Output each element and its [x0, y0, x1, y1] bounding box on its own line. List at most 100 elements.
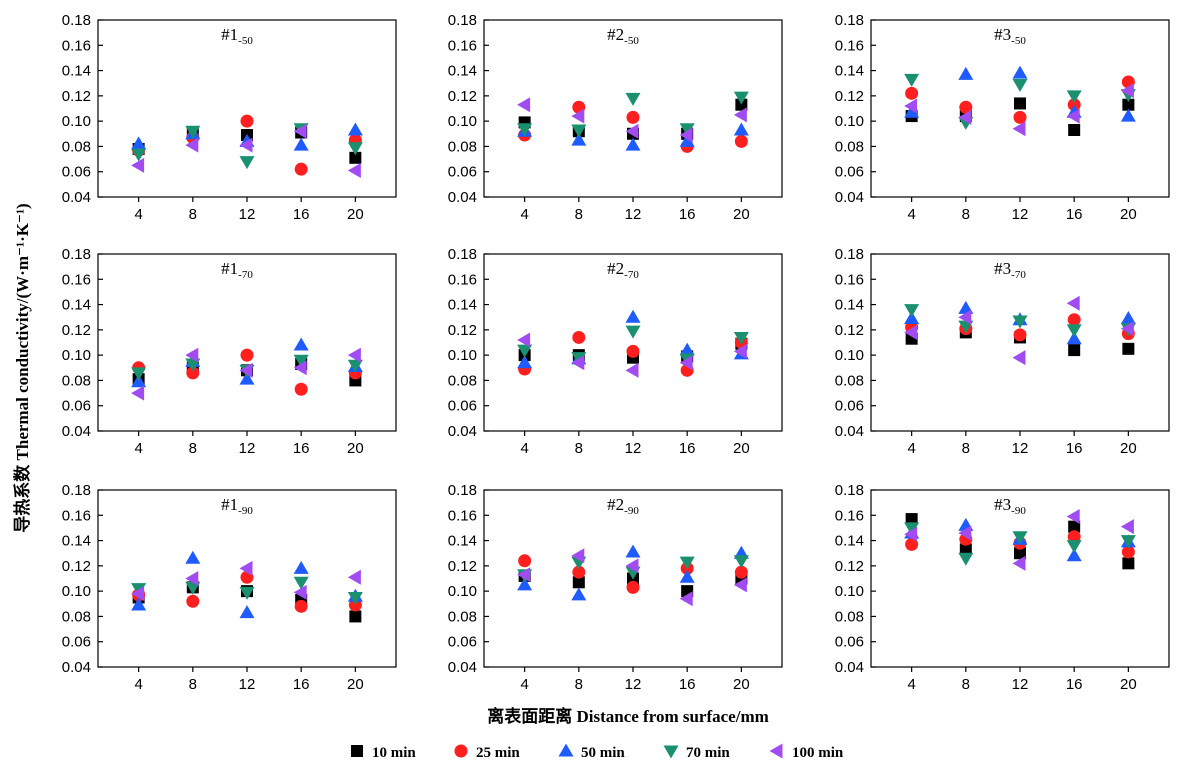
- chart-panel: 0.04 0.06 0.08 0.10 0.12 0.14 0.16 0.18 4 8 12 16 20…: [62, 246, 397, 457]
- data-point: [131, 374, 147, 388]
- data-point: [131, 597, 147, 611]
- data-point: [958, 309, 972, 325]
- data-point: [294, 162, 308, 176]
- data-point: [294, 599, 308, 613]
- x-tick-label: 12: [1012, 676, 1029, 693]
- panel-title-sub: -70: [238, 269, 253, 281]
- y-tick-label: 0.08: [835, 372, 864, 389]
- y-tick-label: 0.14: [835, 63, 864, 80]
- x-tick-label: 20: [1120, 206, 1137, 223]
- data-point: [1068, 344, 1081, 357]
- y-tick-label: 0.06: [835, 634, 864, 651]
- data-point: [239, 137, 253, 153]
- panel-title-sub: -70: [624, 269, 639, 281]
- data-point: [959, 100, 973, 114]
- x-tick-label: 16: [679, 206, 696, 223]
- data-point: [517, 332, 531, 348]
- data-point: [185, 358, 201, 372]
- data-point: [348, 598, 362, 612]
- data-point: [131, 385, 145, 401]
- y-tick-label: 0.14: [835, 297, 864, 314]
- y-tick-label: 0.12: [448, 322, 477, 339]
- data-point: [958, 300, 974, 314]
- x-tick-label: 16: [293, 440, 310, 457]
- y-tick-label: 0.16: [448, 37, 477, 54]
- legend-item: 70 min: [663, 745, 730, 761]
- y-tick-label: 0.10: [62, 347, 91, 364]
- y-tick-label: 0.12: [448, 558, 477, 575]
- data-point: [1066, 90, 1082, 104]
- x-tick-label: 8: [962, 676, 970, 693]
- y-tick-label: 0.12: [62, 558, 91, 575]
- x-tick-label: 12: [1012, 440, 1029, 457]
- data-point: [904, 73, 920, 87]
- data-point: [186, 366, 200, 380]
- legend-item: 100 min: [769, 743, 844, 761]
- y-tick-label: 0.10: [448, 113, 477, 130]
- x-axis-title: 离表面距离 Distance from surface/mm: [487, 706, 769, 726]
- data-point: [905, 537, 919, 551]
- data-point: [131, 136, 147, 150]
- y-tick-label: 0.08: [448, 372, 477, 389]
- data-point: [239, 362, 253, 378]
- data-point: [1012, 555, 1026, 571]
- legend-label: 50 min: [581, 745, 625, 761]
- data-point: [571, 124, 587, 138]
- data-point: [959, 543, 972, 556]
- data-point: [239, 371, 255, 385]
- data-point: [679, 133, 695, 147]
- data-point: [733, 122, 749, 136]
- data-point: [131, 586, 145, 602]
- legend-label: 25 min: [476, 745, 520, 761]
- panel-title-main: #3: [994, 25, 1011, 44]
- data-point: [734, 134, 748, 148]
- chart-panel: 0.04 0.06 0.08 0.10 0.12 0.14 0.16 0.18 4 8 12 16 20…: [835, 12, 1170, 223]
- data-point: [1068, 123, 1081, 136]
- y-tick-label: 0.18: [62, 482, 91, 499]
- y-tick-label: 0.12: [835, 558, 864, 575]
- legend-label: 10 min: [372, 745, 416, 761]
- data-point: [571, 132, 587, 146]
- y-tick-label: 0.06: [835, 164, 864, 181]
- x-tick-label: 12: [239, 440, 256, 457]
- panel-title-main: #3: [994, 495, 1011, 514]
- data-point: [679, 569, 695, 583]
- data-point: [517, 567, 531, 583]
- y-tick-label: 0.04: [448, 659, 477, 676]
- chart-panel: 0.04 0.06 0.08 0.10 0.12 0.14 0.16 0.18 4 8 12 16 20…: [62, 482, 397, 693]
- data-point: [1066, 108, 1080, 124]
- data-point: [625, 137, 641, 151]
- data-point: [625, 92, 641, 106]
- y-tick-label: 0.14: [448, 297, 477, 314]
- x-tick-label: 20: [733, 206, 750, 223]
- panel-title: #1-50: [221, 25, 253, 47]
- x-tick-label: 4: [520, 676, 528, 693]
- data-point: [293, 576, 309, 590]
- x-tick-label: 20: [733, 440, 750, 457]
- y-tick-label: 0.06: [835, 398, 864, 415]
- data-point: [185, 571, 199, 586]
- chart-panel: 0.04 0.06 0.08 0.10 0.12 0.14 0.16 0.18 4 8 12 16 20…: [835, 246, 1170, 457]
- data-point: [239, 586, 255, 600]
- data-point: [347, 347, 361, 363]
- data-point: [1121, 545, 1135, 559]
- data-point: [679, 123, 695, 137]
- y-tick-label: 0.10: [835, 583, 864, 600]
- x-tick-label: 8: [575, 676, 583, 693]
- y-tick-label: 0.04: [835, 659, 864, 676]
- panel-title-main: #2: [607, 25, 624, 44]
- data-point: [239, 156, 255, 170]
- x-tick-label: 8: [962, 440, 970, 457]
- y-tick-label: 0.18: [62, 12, 91, 29]
- data-point: [1012, 78, 1028, 92]
- x-tick-label: 20: [347, 676, 364, 693]
- x-tick-label: 8: [962, 206, 970, 223]
- data-point: [1013, 328, 1027, 342]
- panel-title-sub: -50: [238, 35, 253, 47]
- x-tick-label: 20: [1120, 440, 1137, 457]
- data-point: [904, 324, 918, 340]
- y-tick-label: 0.18: [835, 482, 864, 499]
- legend-item: 50 min: [558, 743, 625, 761]
- y-tick-label: 0.12: [448, 88, 477, 105]
- chart-panel: 0.04 0.06 0.08 0.10 0.12 0.14 0.16 0.18 4 8 12 16 20…: [448, 482, 783, 693]
